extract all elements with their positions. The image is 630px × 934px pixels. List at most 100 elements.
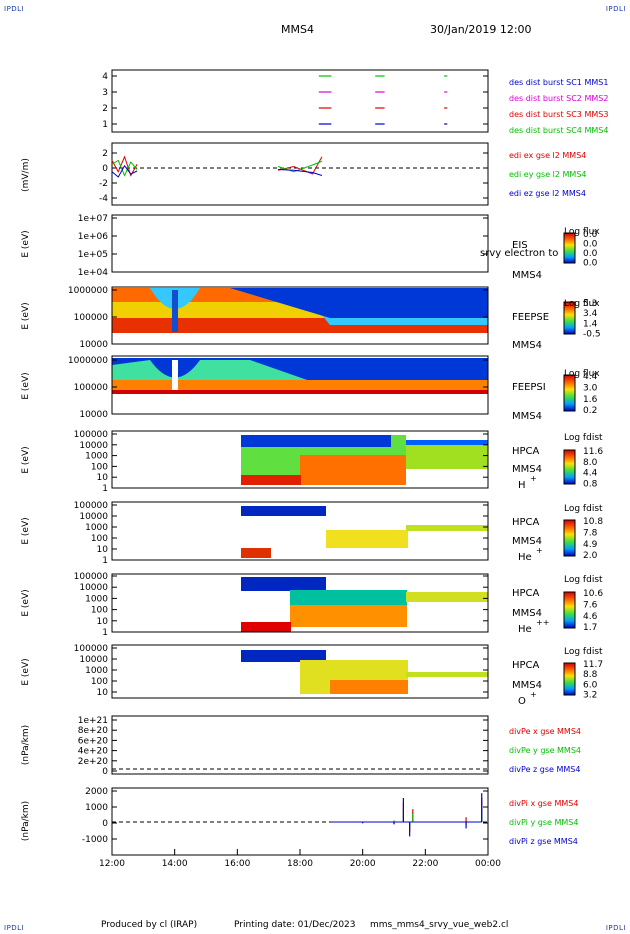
divpe-ytick-label: 4e+20: [78, 747, 109, 757]
eis-ytick-label: 1e+07: [78, 214, 108, 224]
hpca_h-ytick-label: 1: [102, 484, 108, 494]
frame-burst: [111, 69, 489, 133]
feepsi-ytick-label: 100000: [74, 383, 109, 393]
divpi-ytick-label: 1000: [85, 803, 108, 813]
hpca_o-cbar-tick: 11.7: [583, 660, 603, 670]
feepse-ytick-label: 1000000: [68, 286, 108, 296]
time-tick-label: 12:00: [99, 859, 125, 869]
hpca_o-ytick-label: 100000: [74, 644, 109, 654]
hpca_he2-charge: ++: [536, 618, 549, 627]
divpe-ylabel: (nPa/km): [21, 725, 31, 765]
eis-spacecraft: MMS4: [512, 270, 542, 281]
feepse-cbar-tick: 1.4: [583, 319, 598, 329]
hpca_he1-spacecraft: MMS4: [512, 536, 542, 547]
hpca_he1-cbar-title: Log fdist: [564, 504, 603, 514]
divpe-legend-item: divPe z gse MMS4: [509, 765, 580, 774]
hpca_he1-cbar-tick: 2.0: [583, 551, 598, 561]
hpca_he1-ytick-label: 10000: [79, 512, 108, 522]
hpca_o-species: O: [518, 696, 526, 707]
hpca_he1-ytick-label: 1: [102, 556, 108, 566]
eis-cbar-tick: 0.0: [583, 240, 598, 250]
corner-tag-tr: IPDLI: [605, 5, 626, 13]
feepse-instrument: FEEPSE: [512, 312, 549, 323]
hpca_he2-species: He: [518, 624, 532, 635]
hpca_h-ylabel: E (eV): [21, 446, 31, 473]
eis-cbar-tick: 0.0: [583, 230, 598, 240]
hpca_h-cbar-tick: 8.0: [583, 458, 598, 468]
feepsi-cbar-tick: 3.0: [583, 383, 598, 393]
hpca-h-spectrogram: [241, 435, 488, 485]
hpca_o-spacecraft: MMS4: [512, 680, 542, 691]
frame-hpca-h: [111, 430, 489, 489]
corner-tag-tl: IPDLI: [4, 5, 25, 13]
frame-divpe: [111, 715, 489, 775]
eis-cbar-tick: 0.0: [583, 259, 598, 269]
edi-series-line: [278, 169, 323, 176]
hpca_he2-ytick-label: 100000: [74, 572, 109, 582]
eis-ytick-label: 1e+06: [78, 232, 109, 242]
divpi-legend-item: divPi z gse MMS4: [509, 837, 578, 846]
hpca_he1-ytick-label: 100000: [74, 501, 109, 511]
eis-ytick-label: 1e+04: [78, 268, 109, 278]
edi-legend-item: edi ey gse l2 MMS4: [509, 170, 587, 179]
feepse-cbar-tick: 3.4: [583, 309, 598, 319]
divpe-legend-item: divPe x gse MMS4: [509, 727, 581, 736]
feepsi-ylabel: E (eV): [21, 372, 31, 399]
feepsi-instrument: FEEPSI: [512, 382, 546, 393]
hpca_he2-instrument: HPCA: [512, 588, 540, 599]
divpi-ytick-label: -1000: [82, 835, 108, 845]
hpca_h-ytick-label: 10000: [79, 441, 108, 451]
hpca_he2-ylabel: E (eV): [21, 589, 31, 616]
hpca_he2-ytick-label: 1: [102, 628, 108, 638]
burst-legend-item: des dist burst SC2 MMS2: [509, 94, 608, 103]
edi-legend-item: edi ex gse l2 MMS4: [509, 151, 586, 160]
hpca_he2-cbar-tick: 7.6: [583, 600, 598, 610]
divpe-legend-item: divPe y gse MMS4: [509, 746, 581, 755]
feepse-cbar-title: Log flux: [564, 299, 600, 309]
header-datetime: 30/Jan/2019 12:00: [430, 23, 532, 36]
hpca_he1-cbar-tick: 10.8: [583, 517, 603, 527]
hpca_he2-spacecraft: MMS4: [512, 608, 542, 619]
feepse-cbar-tick: 5.3: [583, 299, 597, 309]
eis-ytick-label: 1e+05: [78, 250, 108, 260]
hpca_h-cbar-title: Log fdist: [564, 433, 603, 443]
feepse-ylabel: E (eV): [21, 302, 31, 329]
edi-legend-item: edi ez gse l2 MMS4: [509, 189, 586, 198]
frame-feepsi: [111, 355, 489, 415]
footer-printing-date: Printing date: 01/Dec/2023: [234, 920, 356, 930]
feepse-spectrogram: [112, 288, 488, 343]
hpca_he2-ytick-label: 10000: [79, 583, 108, 593]
hpca_he1-ytick-label: 100: [91, 534, 108, 544]
burst-ytick-label: 2: [102, 104, 108, 114]
burst-legend-item: des dist burst SC3 MMS3: [509, 110, 608, 119]
divpe-ytick-label: 0: [102, 767, 108, 777]
time-tick-label: 22:00: [412, 859, 438, 869]
time-tick-label: 20:00: [350, 859, 376, 869]
hpca_h-spacecraft: MMS4: [512, 464, 542, 475]
edi-ytick-label: -4: [99, 194, 108, 204]
frame-eis: [111, 214, 489, 273]
hpca_he2-ytick-label: 100: [91, 606, 108, 616]
feepse-spacecraft: MMS4: [512, 340, 542, 351]
divpi-legend-item: divPi y gse MMS4: [509, 818, 578, 827]
edi-series-line: [111, 159, 138, 177]
corner-tag-br: IPDLI: [605, 924, 626, 932]
hpca_o-ytick-label: 10: [97, 688, 109, 698]
eis-ylabel: E (eV): [21, 230, 31, 257]
hpca_he2-ytick-label: 1000: [85, 594, 108, 604]
hpca_o-cbar-title: Log fdist: [564, 647, 603, 657]
hpca_he2-ytick-label: 10: [97, 617, 109, 627]
divpe-ytick-label: 8e+20: [78, 726, 109, 736]
frame-hpca-o: [111, 644, 489, 699]
hpca_h-instrument: HPCA: [512, 446, 540, 457]
feepsi-cbar-title: Log flux: [564, 369, 600, 379]
feepsi-ytick-label: 10000: [79, 410, 108, 420]
eis-cbar-title: Log flux: [564, 227, 600, 237]
hpca_he1-species: He: [518, 552, 532, 563]
hpca_o-instrument: HPCA: [512, 660, 540, 671]
hpca_he2-cbar-title: Log fdist: [564, 575, 603, 585]
hpca_he1-cbar-tick: 4.9: [583, 540, 598, 550]
feepsi-spacecraft: MMS4: [512, 411, 542, 422]
hpca_he2-cbar-tick: 4.6: [583, 612, 598, 622]
